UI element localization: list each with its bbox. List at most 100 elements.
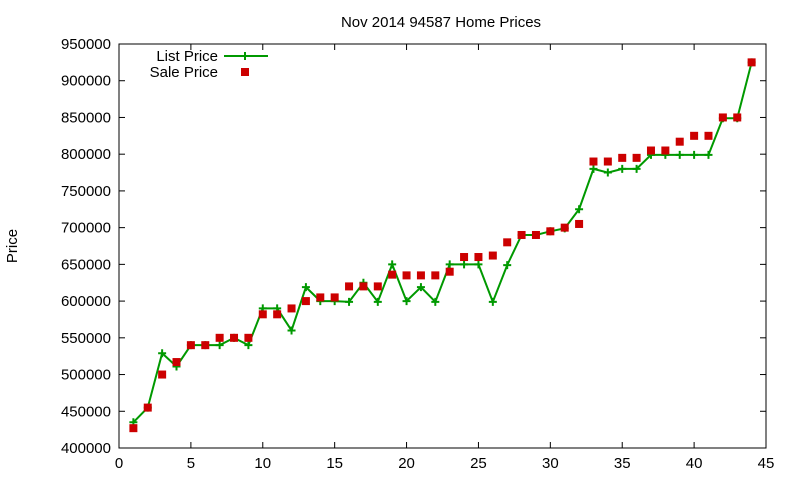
x-tick-label: 20 xyxy=(398,455,415,472)
data-point-list-price xyxy=(416,283,425,292)
data-point-sale-price xyxy=(531,230,540,239)
data-point-sale-price xyxy=(445,267,454,276)
data-point-list-price xyxy=(632,164,641,173)
x-tick-labels: 0 5 10 15 20 25 30 35 40 45 xyxy=(115,455,775,472)
x-tick-label: 25 xyxy=(470,455,487,472)
data-point-list-price xyxy=(345,297,354,306)
plot-frame xyxy=(118,43,767,449)
data-point-sale-price xyxy=(546,227,555,236)
data-point-sale-price xyxy=(474,253,483,262)
data-point-sale-price xyxy=(675,137,684,146)
data-point-sale-price xyxy=(258,310,267,319)
data-point-sale-price xyxy=(460,253,469,262)
data-point-sale-price xyxy=(230,333,239,342)
data-point-list-price xyxy=(445,260,454,269)
data-point-sale-price xyxy=(517,230,526,239)
data-point-list-price xyxy=(215,341,224,350)
data-point-list-price xyxy=(460,260,469,269)
data-point-sale-price xyxy=(186,341,195,350)
data-point-sale-price xyxy=(330,293,339,302)
y-axis-label: Price xyxy=(4,229,21,263)
y-tick-label: 950000 xyxy=(61,36,111,53)
data-point-list-price xyxy=(503,261,512,270)
series-line-list-price xyxy=(132,62,753,423)
x-tick-label: 35 xyxy=(614,455,631,472)
data-point-sale-price xyxy=(373,282,382,291)
data-point-list-price xyxy=(575,205,584,214)
y-tick-label: 800000 xyxy=(61,146,111,163)
x-tick-label: 40 xyxy=(686,455,703,472)
y-tick-label: 850000 xyxy=(61,109,111,126)
y-tick-label: 400000 xyxy=(61,440,111,457)
data-point-list-price xyxy=(603,168,612,177)
data-point-sale-price xyxy=(172,358,181,367)
x-tick-label: 15 xyxy=(326,455,343,472)
x-tick-label: 0 xyxy=(115,455,123,472)
y-tick-label: 700000 xyxy=(61,220,111,237)
chart-title: Nov 2014 94587 Home Prices xyxy=(341,14,541,31)
data-point-sale-price xyxy=(589,157,598,166)
x-tick-label: 10 xyxy=(254,455,271,472)
data-point-sale-price xyxy=(718,113,727,122)
data-point-list-price xyxy=(388,260,397,269)
data-point-sale-price xyxy=(301,297,310,306)
data-point-sale-price xyxy=(129,424,138,433)
data-point-sale-price xyxy=(704,131,713,140)
data-point-list-price xyxy=(474,260,483,269)
data-point-sale-price xyxy=(402,271,411,280)
data-point-list-price xyxy=(158,349,167,358)
data-point-sale-price xyxy=(201,341,210,350)
data-point-sale-price xyxy=(560,223,569,232)
data-point-sale-price xyxy=(690,131,699,140)
data-point-sale-price xyxy=(273,310,282,319)
data-point-list-price xyxy=(589,164,598,173)
data-point-sale-price xyxy=(661,146,670,155)
data-point-list-price xyxy=(488,297,497,306)
y-tick-label: 500000 xyxy=(61,367,111,384)
data-point-sale-price xyxy=(603,157,612,166)
legend-marker-list-price xyxy=(241,52,249,60)
data-point-list-price xyxy=(301,283,310,292)
data-point-sale-price xyxy=(618,153,627,162)
data-point-sale-price xyxy=(575,219,584,228)
y-tick-labels: 400000 450000 500000 550000 600000 650000 7000… xyxy=(61,36,111,457)
tick-marks xyxy=(118,43,767,449)
data-point-sale-price xyxy=(632,153,641,162)
legend-label-list-price: List Price xyxy=(156,48,218,65)
data-point-list-price xyxy=(690,150,699,159)
data-point-sale-price xyxy=(287,304,296,313)
data-point-list-price xyxy=(704,150,713,159)
x-tick-label: 5 xyxy=(187,455,195,472)
data-point-list-price xyxy=(244,341,253,350)
y-tick-label: 600000 xyxy=(61,293,111,310)
legend: List Price Sale Price xyxy=(150,48,268,81)
data-point-sale-price xyxy=(646,146,655,155)
y-tick-label: 900000 xyxy=(61,73,111,90)
data-point-list-price xyxy=(373,297,382,306)
data-point-sale-price xyxy=(158,370,167,379)
data-point-sale-price xyxy=(733,113,742,122)
x-tick-label: 45 xyxy=(758,455,775,472)
legend-label-sale-price: Sale Price xyxy=(150,64,218,81)
data-point-sale-price xyxy=(143,403,152,412)
data-point-sale-price xyxy=(431,271,440,280)
data-point-sale-price xyxy=(388,270,397,279)
data-point-sale-price xyxy=(488,251,497,260)
data-point-sale-price xyxy=(345,282,354,291)
data-point-list-price xyxy=(287,326,296,335)
series-layer xyxy=(129,58,756,433)
x-tick-label: 30 xyxy=(542,455,559,472)
data-point-sale-price xyxy=(215,333,224,342)
data-point-sale-price xyxy=(416,271,425,280)
y-tick-label: 650000 xyxy=(61,256,111,273)
data-point-sale-price xyxy=(244,333,253,342)
data-point-sale-price xyxy=(503,238,512,247)
data-point-list-price xyxy=(402,297,411,306)
data-point-sale-price xyxy=(359,282,368,291)
y-tick-label: 550000 xyxy=(61,330,111,347)
data-point-sale-price xyxy=(747,58,756,67)
y-tick-label: 750000 xyxy=(61,183,111,200)
data-point-list-price xyxy=(618,164,627,173)
data-point-sale-price xyxy=(316,293,325,302)
